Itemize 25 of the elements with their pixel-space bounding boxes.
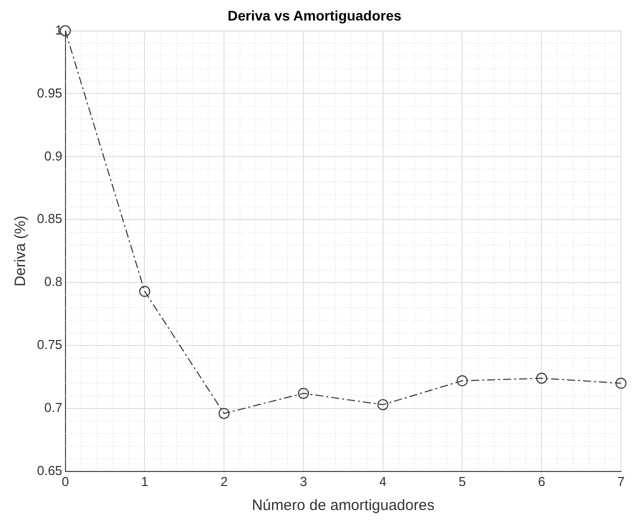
point xyxy=(377,399,388,410)
y-tick-label: 0.65 xyxy=(36,462,62,478)
y-axis-title: Deriva (%) xyxy=(12,216,30,287)
point xyxy=(536,372,548,384)
x-tick-label: 1 xyxy=(141,474,148,489)
x-tick-label: 0 xyxy=(62,474,69,489)
y-tick-label: 0.9 xyxy=(44,148,62,164)
chart-title: Deriva vs Amortiguadores xyxy=(228,7,402,24)
y-tick-label: 0.8 xyxy=(44,274,62,290)
point xyxy=(139,286,150,297)
x-tick-label: 4 xyxy=(379,474,386,489)
x-tick-label: 7 xyxy=(617,474,625,489)
point xyxy=(218,408,230,419)
x-tick-label: 2 xyxy=(220,474,228,489)
y-tick-label: 0.7 xyxy=(44,400,62,416)
x-tick-label: 3 xyxy=(300,474,308,489)
y-tick-label: 0.75 xyxy=(36,337,62,352)
x-tick-label: 6 xyxy=(538,474,546,489)
point xyxy=(616,378,626,389)
point xyxy=(456,375,468,386)
y-tick-label: 0.85 xyxy=(36,211,62,226)
point xyxy=(298,388,309,399)
x-tick-label: 5 xyxy=(458,474,466,489)
y-tick-label: 0.95 xyxy=(36,85,62,100)
x-axis-title: Número de amortiguadores xyxy=(252,497,434,514)
